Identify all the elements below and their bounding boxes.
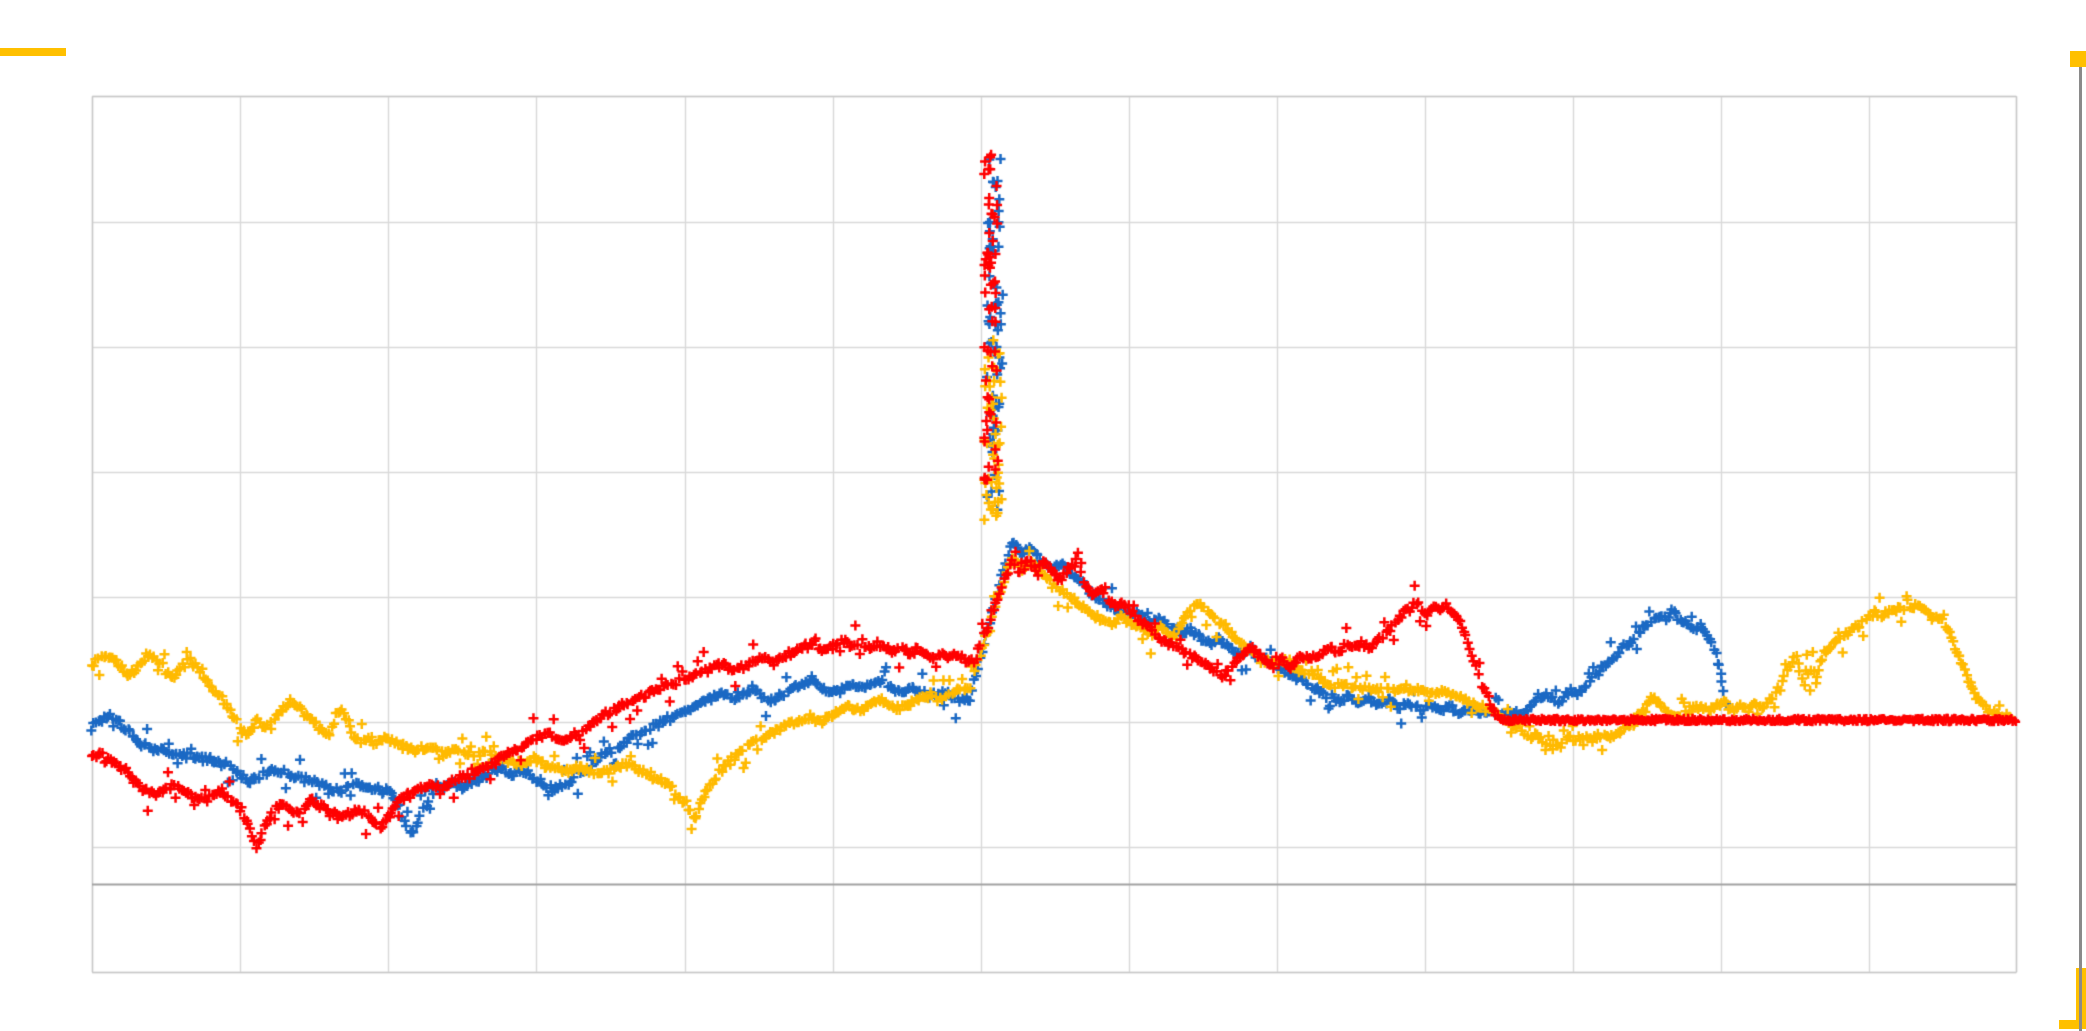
window-edge-line [2079, 67, 2082, 1031]
selection-accent-left-strip [0, 48, 66, 56]
selection-corner-top-right [2070, 51, 2086, 67]
selection-corner-bottom-right-horizontal [2059, 1020, 2086, 1029]
